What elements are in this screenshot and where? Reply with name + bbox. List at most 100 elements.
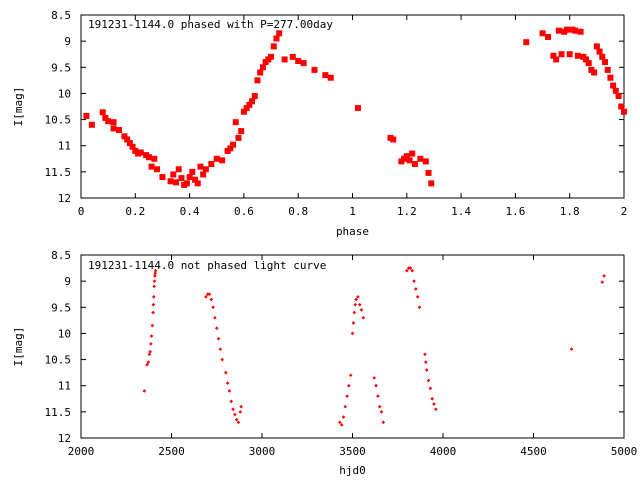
x-tick-label: 0.2 [125, 205, 145, 218]
data-point [424, 368, 429, 372]
data-point [154, 166, 161, 173]
data-point [110, 119, 117, 126]
data-point [428, 386, 433, 391]
plot-title: 191231-1144.0 phased with P=277.00day [88, 18, 333, 31]
data-point [610, 82, 617, 89]
data-point [322, 72, 329, 79]
data-point [83, 112, 90, 119]
data-point [121, 133, 128, 140]
y-tick-label: 12 [58, 192, 71, 205]
data-point [566, 51, 573, 58]
data-point [601, 59, 608, 66]
data-point [129, 143, 136, 150]
data-point [424, 360, 428, 364]
data-point [558, 51, 565, 58]
data-point [410, 268, 415, 273]
data-point [354, 297, 358, 302]
data-point [259, 64, 266, 71]
data-point [268, 53, 275, 60]
data-point [295, 58, 302, 65]
data-point [219, 157, 226, 164]
data-point [227, 389, 232, 393]
data-point [273, 35, 280, 42]
x-tick-label: 1.8 [560, 205, 580, 218]
data-point [417, 155, 424, 162]
data-point [414, 287, 418, 291]
data-point [338, 420, 342, 425]
data-point [178, 175, 185, 182]
data-point [372, 376, 377, 380]
data-point [148, 349, 152, 354]
data-point [415, 295, 420, 299]
x-tick-label: 2500 [158, 445, 185, 458]
data-point [99, 109, 106, 116]
data-point [137, 149, 144, 156]
data-point [555, 27, 562, 34]
data-point [615, 93, 622, 100]
data-point [361, 315, 366, 320]
data-point [189, 168, 196, 175]
data-points [83, 26, 627, 188]
data-point [116, 127, 123, 134]
y-tick-label: 11.5 [45, 406, 72, 419]
data-point [602, 274, 606, 278]
data-point [409, 150, 416, 157]
y-tick-label: 10 [58, 87, 71, 100]
data-point [124, 136, 131, 143]
data-point [213, 315, 217, 320]
data-point [231, 407, 235, 412]
axis-ticks: 0 0.2 0.4 0.6 0.8 1 1.2 1.4 1.6 1.8 2 8.5 9 9.5 10 10.5… [45, 9, 628, 218]
x-tick-label: 3000 [249, 445, 276, 458]
data-point [341, 415, 346, 419]
data-point [311, 66, 318, 73]
plot-frame [80, 14, 625, 199]
data-point [281, 56, 288, 63]
data-point [183, 180, 190, 187]
data-point [146, 360, 151, 364]
data-point [621, 108, 627, 115]
data-point [159, 174, 166, 181]
data-point [173, 179, 180, 186]
y-axis-title: I[mag] [12, 87, 25, 127]
x-tick-label: 2000 [68, 445, 95, 458]
y-tick-label: 9.5 [51, 61, 71, 74]
data-point [356, 295, 360, 299]
data-point [218, 347, 223, 351]
data-point [204, 295, 208, 299]
y-tick-label: 11 [58, 140, 71, 153]
data-point [430, 396, 434, 401]
axis-ticks: 2000 2500 3000 3500 4000 4500 5000 8.5 9 9.5 10 10.… [45, 249, 638, 458]
y-tick-label: 9 [64, 35, 71, 48]
x-tick-label: 0.4 [180, 205, 200, 218]
x-axis-title: hjd0 [339, 464, 366, 477]
data-point [406, 266, 411, 270]
data-point [433, 407, 438, 412]
data-point [151, 155, 158, 162]
data-point [411, 161, 418, 168]
x-tick-label: 5000 [611, 445, 638, 458]
data-point [350, 331, 355, 336]
data-point [151, 295, 156, 299]
data-point [359, 308, 364, 312]
data-point [348, 373, 353, 378]
data-point [208, 161, 215, 168]
data-point [152, 279, 157, 283]
data-point [351, 321, 356, 325]
data-point [126, 140, 133, 147]
data-point [607, 74, 614, 81]
x-tick-label: 1.6 [505, 205, 525, 218]
data-point [235, 134, 242, 141]
data-point [374, 383, 378, 388]
data-point [246, 101, 253, 108]
data-point [591, 69, 598, 76]
data-point [523, 39, 530, 46]
data-point [612, 87, 619, 94]
data-point [270, 43, 277, 50]
data-point [403, 153, 410, 160]
data-point [192, 176, 199, 183]
data-point [238, 410, 243, 414]
y-tick-label: 8.5 [51, 9, 71, 22]
y-tick-label: 10.5 [45, 114, 72, 127]
data-point [236, 420, 241, 425]
data-point [379, 410, 384, 414]
